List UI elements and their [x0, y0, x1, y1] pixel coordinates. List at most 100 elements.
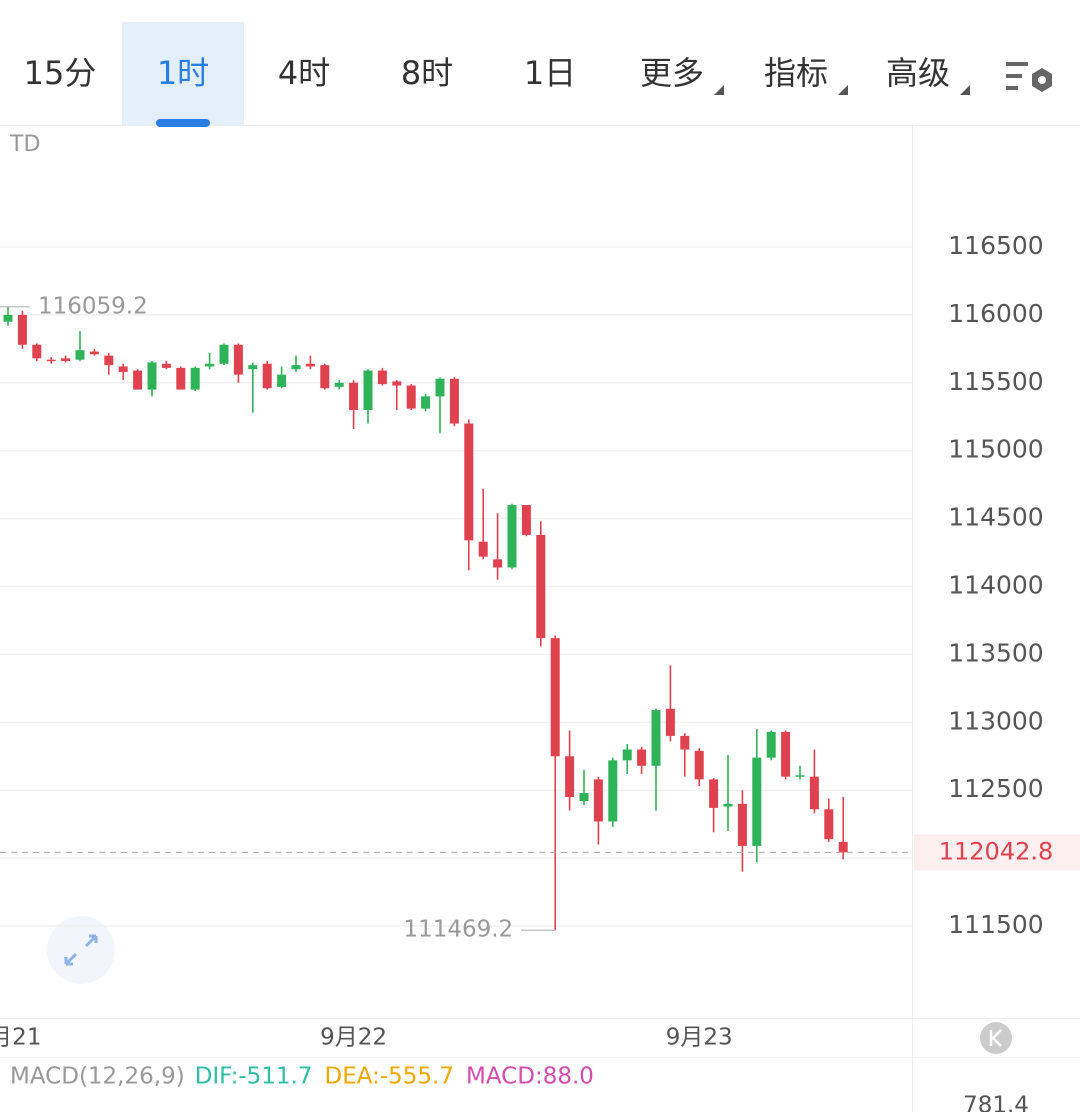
y-tick-label: 113000 [948, 706, 1043, 735]
icon-bar [1006, 86, 1018, 90]
tab[interactable]: 8时 [401, 54, 453, 92]
candle-body [824, 809, 834, 840]
candle-body [809, 776, 819, 810]
active-tab-bg [122, 22, 244, 125]
candle-body [205, 363, 215, 367]
x-tick-label: 9月22 [320, 1025, 387, 1051]
active-tab-indicator [156, 119, 210, 127]
tab[interactable]: 更多 [640, 54, 704, 92]
tab[interactable]: 4时 [278, 54, 330, 92]
candle-body [291, 365, 301, 370]
k-circle [980, 1022, 1012, 1054]
candle-body [665, 708, 675, 736]
candle-body [176, 367, 186, 390]
candle-body [262, 363, 272, 389]
candle-body [118, 366, 128, 372]
tab[interactable]: 指标 [764, 54, 828, 92]
candle-body [190, 367, 200, 390]
candle-body [89, 351, 99, 355]
last-price-label: 112042.8 [939, 837, 1054, 865]
candle-body [421, 396, 431, 409]
candle-body [75, 350, 85, 360]
candle-body [536, 534, 546, 639]
candle-body [406, 385, 416, 409]
y-tick-label: 115500 [948, 367, 1043, 396]
candle-body [622, 749, 632, 761]
candle-body [392, 381, 402, 386]
candle-body [795, 775, 805, 777]
candle-body [478, 541, 488, 557]
dropdown-caret [714, 85, 724, 95]
candle-body [17, 314, 27, 345]
candle-body [521, 505, 531, 535]
candle-body [133, 370, 143, 390]
y-tick-label: 116000 [948, 299, 1043, 328]
k-glyph [989, 1029, 1002, 1047]
candle-body [637, 749, 647, 766]
candle-body [493, 559, 503, 568]
candle-body [608, 760, 618, 822]
candle-body [277, 374, 287, 387]
symbol-label: TD [9, 132, 40, 157]
candle-body [248, 365, 258, 370]
candle-body [363, 370, 373, 410]
dropdown-caret [960, 85, 970, 95]
dropdown-caret [838, 85, 848, 95]
candle-body [694, 750, 704, 780]
candle-body [507, 505, 517, 568]
icon-bar [1006, 62, 1028, 66]
last-price-bg [914, 834, 1080, 871]
y-tick-label: 111500 [948, 910, 1043, 939]
candle-body [593, 779, 603, 822]
candle-body [579, 792, 589, 802]
candle-body [61, 358, 71, 362]
indicator-name: MACD(12,26,9) [10, 1064, 185, 1090]
y-tick-label: 114500 [948, 503, 1043, 532]
candle-body [752, 757, 762, 846]
candle-body [435, 378, 445, 397]
candle-body [46, 359, 56, 362]
expand-button[interactable] [47, 916, 115, 984]
candle-body [651, 710, 661, 766]
x-tick-label: 9月21 [0, 1025, 41, 1051]
candle-body [709, 779, 719, 808]
candle-body [161, 363, 171, 368]
candle-body [781, 731, 791, 777]
indicator-value: MACD:88.0 [466, 1064, 594, 1090]
k-button[interactable] [980, 1022, 1012, 1054]
indicator-value: DIF:-511.7 [195, 1064, 313, 1090]
expand-circle [47, 916, 115, 984]
tab[interactable]: 1日 [524, 54, 576, 92]
y-tick-label: 116500 [948, 231, 1043, 260]
candle-body [349, 382, 359, 410]
candle-body [32, 344, 42, 359]
candle-body [233, 344, 243, 375]
candle-body [305, 363, 315, 367]
candle-body [219, 344, 229, 364]
candle-body [723, 803, 733, 807]
candle-body [449, 378, 459, 424]
tab[interactable]: 高级 [886, 54, 950, 92]
settings-icon[interactable] [1006, 62, 1052, 92]
icon-bar [1006, 74, 1022, 78]
y-tick-label: 112500 [948, 774, 1043, 803]
candle-body [565, 756, 575, 798]
candle-body [464, 423, 474, 541]
candle-body [737, 803, 747, 846]
candle-body [334, 382, 344, 387]
icon-dot [1038, 76, 1046, 84]
candle-body [680, 735, 690, 750]
min-label: 111469.2 [403, 917, 513, 943]
x-tick-label: 9月23 [666, 1025, 733, 1051]
candle-body [3, 314, 13, 322]
max-label: 116059.2 [38, 293, 148, 319]
candle-body [104, 355, 114, 366]
candle-body [377, 370, 387, 385]
tab[interactable]: 15分 [24, 54, 97, 92]
candle-body [320, 365, 330, 389]
candle-body [550, 638, 560, 757]
candle-body [766, 731, 776, 758]
indicator-axis-label: 781.4 [963, 1093, 1029, 1112]
tab[interactable]: 1时 [157, 54, 209, 92]
